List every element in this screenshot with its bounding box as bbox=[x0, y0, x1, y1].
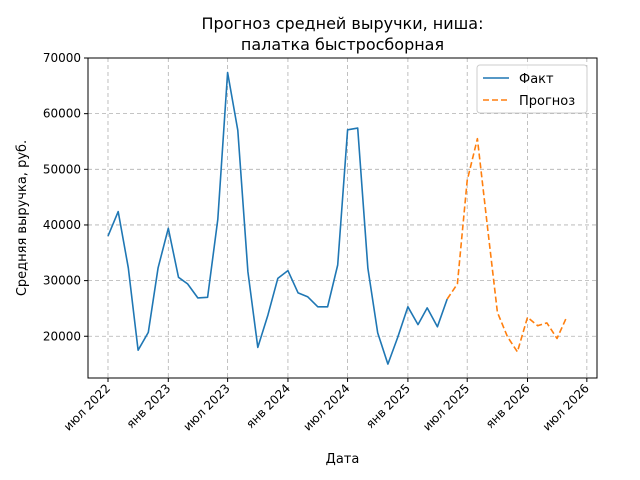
legend-box bbox=[476, 64, 588, 114]
legend-label-2: Прогноз bbox=[519, 94, 575, 109]
gridlines bbox=[88, 57, 597, 378]
plot-frame bbox=[87, 57, 598, 379]
chart-subtitle: палатка быстросборная bbox=[241, 35, 444, 54]
plot-area bbox=[107, 71, 568, 365]
series-line-1 bbox=[107, 71, 448, 365]
y-tick-label: 40000 bbox=[43, 218, 81, 232]
y-tick-label: 50000 bbox=[43, 162, 81, 176]
series-line-2 bbox=[446, 137, 568, 353]
y-tick-label: 20000 bbox=[43, 329, 81, 343]
y-tick-label: 70000 bbox=[43, 51, 81, 65]
chart-title: Прогноз средней выручки, ниша: bbox=[202, 14, 484, 33]
y-tick-label: 60000 bbox=[43, 107, 81, 121]
y-axis-ticks: 20000 30000 40000 50000 60000 70000 bbox=[43, 51, 88, 343]
legend: Факт Прогноз bbox=[476, 64, 588, 114]
y-axis-label: Средняя выручка, руб. bbox=[15, 140, 30, 296]
x-axis-label: Дата bbox=[326, 452, 360, 467]
legend-label-1: Факт bbox=[519, 72, 554, 87]
y-tick-label: 30000 bbox=[43, 274, 81, 288]
